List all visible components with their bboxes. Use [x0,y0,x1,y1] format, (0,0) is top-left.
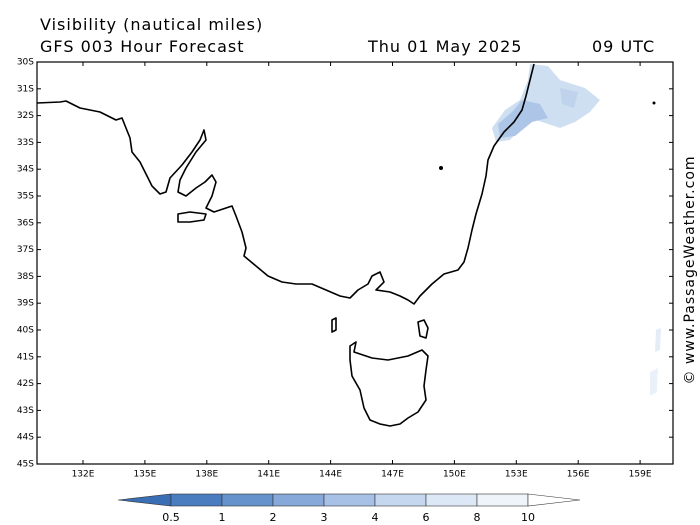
map-frame [36,61,674,465]
colorbar [117,493,581,507]
colorbar-segment [374,493,427,507]
colorbar-label: 1 [219,511,226,524]
lat-label: 42S [17,379,34,389]
lon-label: 132E [72,470,95,480]
lat-label: 40S [17,326,34,336]
lat-label: 30S [17,58,34,68]
lat-label: 41S [17,352,34,362]
lat-label: 44S [17,433,34,443]
lat-label: 45S [17,460,34,470]
fog [650,368,658,396]
tasmania [349,341,429,427]
lon-label: 159E [629,470,652,480]
colorbar-label: 3 [321,511,328,524]
lon-label: 156E [567,470,590,480]
colorbar-segment [272,493,325,507]
lon-label: 144E [319,470,342,480]
lat-label: 37S [17,245,34,255]
lon-label: 138E [195,470,218,480]
map-area [36,61,674,465]
island-dot [652,101,656,105]
colorbar-segment [425,493,478,507]
colorbar-label: 0.5 [162,511,180,524]
title: Visibility (nautical miles) [40,15,263,34]
credit: © www.PassageWeather.com [682,155,698,384]
lon-label: 135E [133,470,156,480]
lat-label: 39S [17,299,34,309]
king-island [331,317,337,333]
kangaroo-island [177,211,207,223]
lat-label: 35S [17,192,34,202]
lon-label: 141E [257,470,280,480]
flinders-island [417,319,429,339]
colorbar-segment [527,493,581,507]
fog [655,328,661,352]
colorbar-label: 10 [521,511,535,524]
fog [498,100,548,138]
lat-label: 32S [17,111,34,121]
lat-label: 33S [17,138,34,148]
colorbar-label: 6 [423,511,430,524]
fog-patches [492,64,661,396]
colorbar-segment [323,493,376,507]
colorbar-label: 4 [372,511,379,524]
lord-howe-dot [439,166,443,170]
lon-label: 153E [505,470,528,480]
map-background [37,62,673,464]
lat-label: 31S [17,84,34,94]
coastline [36,63,535,305]
lat-label: 43S [17,406,34,416]
colorbar-segment [170,493,223,507]
lon-label: 150E [443,470,466,480]
date: Thu 01 May 2025 [367,37,522,56]
fog [560,88,578,108]
lat-label: 38S [17,272,34,282]
colorbar-label: 2 [270,511,277,524]
colorbar-label: 8 [474,511,481,524]
lon-label: 147E [381,470,404,480]
colorbar-segment [221,493,274,507]
subtitle: GFS 003 Hour Forecast [40,37,245,56]
lat-label: 34S [17,165,34,175]
lat-label: 36S [17,218,34,228]
colorbar-segment [117,493,172,507]
colorbar-segment [476,493,529,507]
time: 09 UTC [592,37,655,56]
